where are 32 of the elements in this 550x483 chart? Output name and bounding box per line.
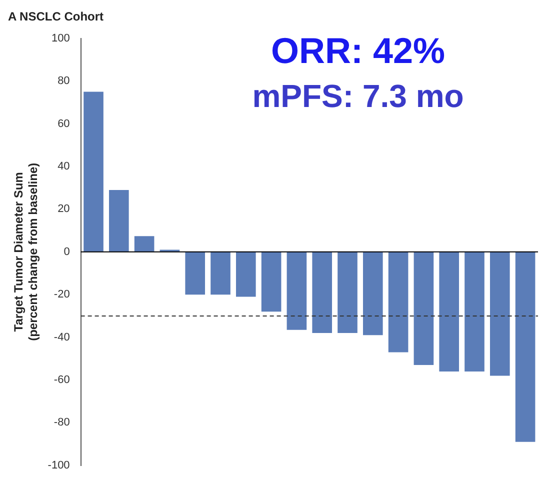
bar: [84, 92, 104, 252]
annotation: mPFS: 7.3 mo: [252, 78, 464, 114]
bar: [210, 252, 230, 295]
chart-title: A NSCLC Cohort: [8, 10, 104, 24]
bar: [261, 252, 282, 312]
bar: [515, 252, 536, 442]
bar: [109, 190, 129, 252]
y-tick-label: 80: [58, 75, 70, 88]
y-tick-label: -100: [48, 459, 70, 472]
bar: [312, 252, 332, 334]
annotation: ORR: 42%: [270, 30, 446, 71]
y-tick-label: 0: [64, 246, 70, 258]
bar: [388, 252, 408, 352]
y-tick-label: -80: [54, 416, 70, 429]
bar: [286, 252, 307, 330]
bar: [414, 252, 434, 366]
bar: [134, 236, 154, 252]
bar: [338, 252, 358, 334]
y-tick-label: -40: [54, 331, 70, 344]
y-tick-label: 20: [58, 203, 70, 216]
bar: [490, 252, 510, 376]
bar: [185, 252, 206, 295]
bar: [363, 252, 383, 336]
y-tick-label: 60: [58, 118, 70, 130]
bar: [236, 252, 256, 297]
bar: [439, 252, 460, 372]
y-tick-label: -60: [54, 374, 70, 386]
y-tick-label: 100: [51, 32, 70, 44]
y-tick-label: -20: [54, 288, 70, 301]
y-axis-title: Target Tumor Diameter Sum (percent change from baseline): [12, 162, 40, 341]
bar: [464, 252, 484, 372]
y-tick-label: 40: [58, 160, 70, 173]
